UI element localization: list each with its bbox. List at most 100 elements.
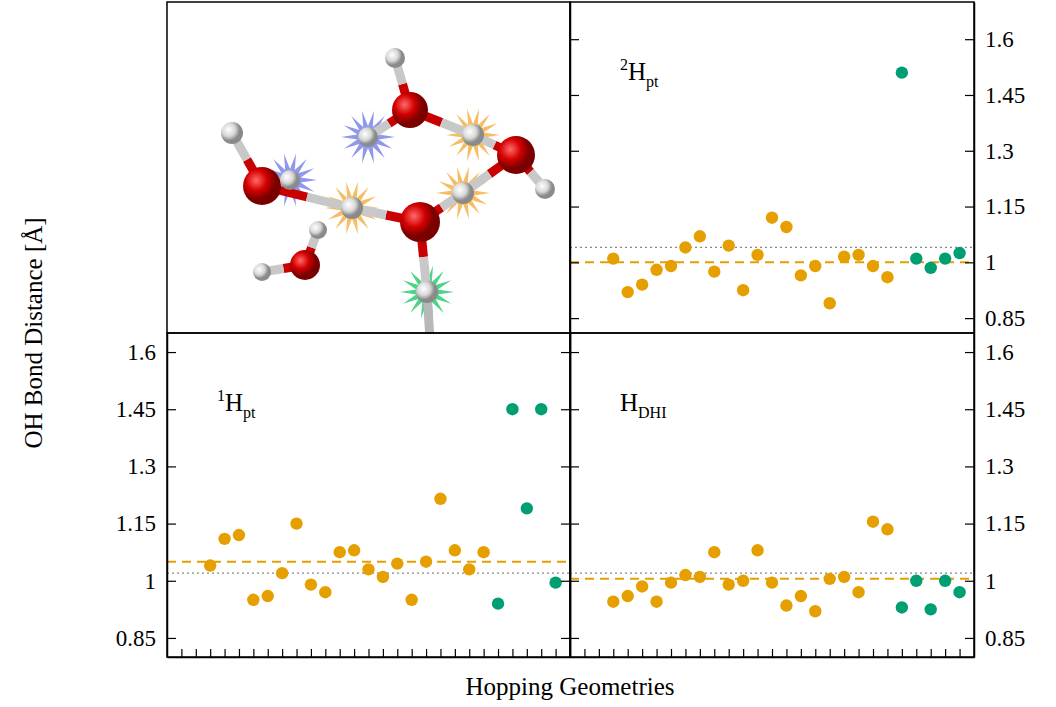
point: [910, 252, 922, 264]
point: [607, 252, 619, 264]
tick: [902, 649, 903, 657]
point: [881, 523, 893, 535]
tick: [541, 649, 542, 657]
tick-mark: [801, 649, 802, 657]
point: [665, 576, 677, 588]
tick: 1.6: [127, 340, 176, 365]
tick: [210, 649, 211, 657]
tick: [743, 649, 744, 657]
panel-frame: [570, 2, 974, 333]
point: [463, 563, 475, 575]
tick: [700, 649, 701, 657]
tick-mark: [570, 206, 579, 207]
scatter-panel: 0.8511.151.31.451.62Hpt: [570, 2, 1025, 334]
point: [953, 586, 965, 598]
point: [449, 544, 461, 556]
atom: [309, 221, 327, 239]
tick-mark: [628, 649, 629, 657]
tick-mark: [858, 649, 859, 657]
tick-mark: [196, 649, 197, 657]
title-subscript: pt: [243, 404, 256, 422]
tick: [859, 649, 860, 657]
tick: [181, 649, 182, 657]
panel-frame: [570, 333, 974, 657]
point: [506, 403, 518, 415]
point: [679, 569, 691, 581]
tick-mark: [224, 649, 225, 657]
panel-title: HDHI: [620, 389, 667, 421]
title-base: H: [225, 389, 243, 416]
tick-label: 0.85: [985, 306, 1025, 331]
tick: [916, 649, 917, 657]
tick-mark: [253, 649, 254, 657]
tick-mark: [412, 649, 413, 657]
point: [622, 590, 634, 602]
atom: [341, 197, 363, 219]
point: [809, 605, 821, 617]
scatter-panel: 0.8511.151.31.451.6HDHI: [570, 333, 1025, 658]
point: [362, 563, 374, 575]
plot-area: [570, 515, 974, 617]
tick-mark: [685, 649, 686, 657]
tick-label: 1.3: [985, 139, 1014, 164]
tick-mark: [965, 523, 974, 524]
y-axis-title: OH Bond Distance [Å]: [20, 217, 47, 448]
tick-mark: [469, 649, 470, 657]
tick: [512, 649, 513, 657]
tick: [561, 524, 570, 525]
tick: [685, 649, 686, 657]
tick-mark: [570, 581, 579, 582]
tick: [931, 649, 932, 657]
atom: [535, 179, 555, 199]
point: [939, 252, 951, 264]
tick-mark: [570, 151, 579, 152]
tick: 1.3: [127, 454, 176, 479]
atom: [416, 281, 438, 303]
atom: [385, 48, 405, 68]
point: [766, 212, 778, 224]
tick: [196, 649, 197, 657]
point: [824, 573, 836, 585]
tick-mark: [167, 523, 176, 524]
tick-mark: [561, 638, 570, 639]
point: [852, 586, 864, 598]
point: [290, 517, 302, 529]
tick-label: 1.15: [116, 511, 156, 536]
tick: 1.6: [965, 27, 1014, 52]
tick-mark: [440, 649, 441, 657]
tick-mark: [383, 649, 384, 657]
tick: [570, 318, 579, 319]
point: [377, 571, 389, 583]
tick-mark: [455, 649, 456, 657]
y-axis: [570, 334, 579, 658]
tick: [561, 352, 570, 353]
tick-mark: [656, 649, 657, 657]
point: [694, 571, 706, 583]
tick: [297, 649, 298, 657]
tick-label: 0.85: [985, 626, 1025, 651]
tick-mark: [268, 649, 269, 657]
tick-mark: [498, 649, 499, 657]
tick: [570, 262, 579, 263]
point: [679, 241, 691, 253]
tick-mark: [671, 649, 672, 657]
tick: [729, 649, 730, 657]
tick: [671, 649, 672, 657]
point: [708, 265, 720, 277]
tick-mark: [570, 318, 579, 319]
point: [233, 529, 245, 541]
point: [477, 546, 489, 558]
point: [607, 596, 619, 608]
tick-mark: [311, 649, 312, 657]
tick-mark: [931, 649, 932, 657]
tick-mark: [729, 649, 730, 657]
tick: [642, 649, 643, 657]
tick: [570, 39, 579, 40]
point: [521, 502, 533, 514]
atom: [400, 202, 440, 242]
panel-frame: [167, 333, 570, 657]
tick: 1: [965, 569, 997, 594]
atom: [243, 167, 281, 205]
tick-label: 1.6: [985, 27, 1014, 52]
tick-mark: [570, 352, 579, 353]
